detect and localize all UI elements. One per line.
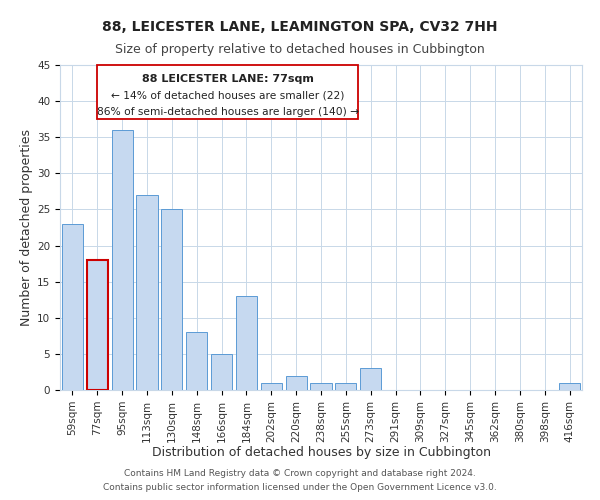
Text: Contains public sector information licensed under the Open Government Licence v3: Contains public sector information licen… [103,484,497,492]
Bar [161,210,182,390]
Bar [360,368,381,390]
Bar [261,383,282,390]
Bar [310,383,332,390]
Text: ← 14% of detached houses are smaller (22): ← 14% of detached houses are smaller (22… [111,90,344,101]
Bar [335,383,356,390]
Text: 88, LEICESTER LANE, LEAMINGTON SPA, CV32 7HH: 88, LEICESTER LANE, LEAMINGTON SPA, CV32… [102,20,498,34]
Bar [211,354,232,390]
Bar [559,383,580,390]
Bar [286,376,307,390]
Bar [62,224,83,390]
Text: 86% of semi-detached houses are larger (140) →: 86% of semi-detached houses are larger (… [97,107,359,117]
Text: Size of property relative to detached houses in Cubbington: Size of property relative to detached ho… [115,42,485,56]
Bar [136,195,158,390]
Y-axis label: Number of detached properties: Number of detached properties [20,129,33,326]
Bar [97,65,358,119]
Bar [186,332,207,390]
Bar [112,130,133,390]
Text: 88 LEICESTER LANE: 77sqm: 88 LEICESTER LANE: 77sqm [142,74,314,84]
Bar [87,260,108,390]
X-axis label: Distribution of detached houses by size in Cubbington: Distribution of detached houses by size … [151,446,491,459]
Bar [236,296,257,390]
Text: Contains HM Land Registry data © Crown copyright and database right 2024.: Contains HM Land Registry data © Crown c… [124,468,476,477]
